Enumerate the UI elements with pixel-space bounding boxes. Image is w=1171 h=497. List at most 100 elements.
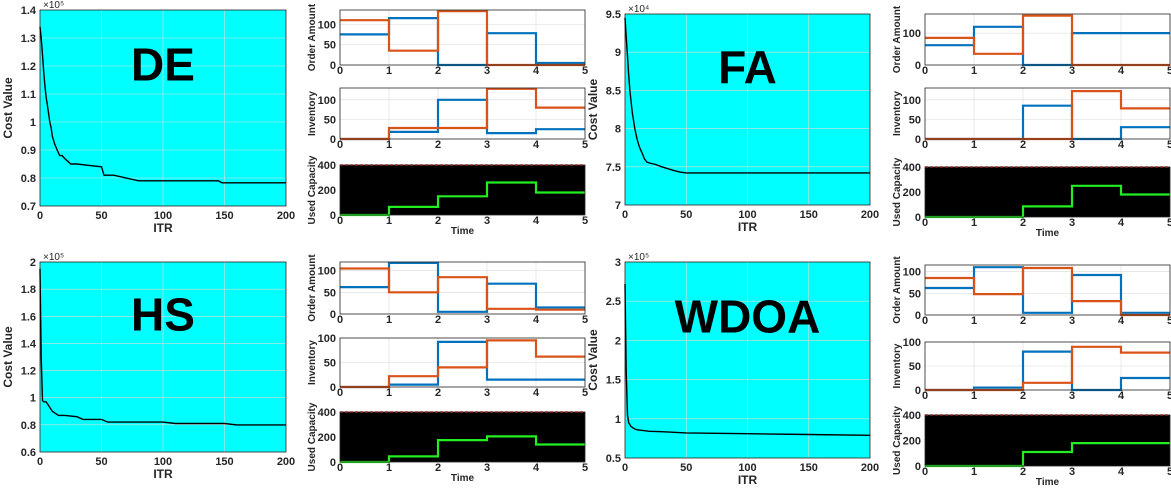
- x-tick-label: 50: [680, 462, 692, 474]
- x-tick-label: 1: [386, 462, 392, 474]
- algorithm-name: FA: [718, 41, 777, 93]
- subplot-frame: [924, 414, 1171, 467]
- subplot-frame: [924, 13, 1171, 66]
- x-tick-label: 2: [1020, 65, 1026, 77]
- exponent-label: ×10⁵: [628, 252, 649, 263]
- x-tick-label: 2: [435, 462, 441, 474]
- series-blue-step: [925, 350, 1170, 392]
- y-tick-label: 50: [324, 40, 336, 52]
- capacity-background: [925, 167, 1170, 217]
- subplot-used-capacity: 0 1 2 3 4 5 0 200 400 Time Used Capacity: [307, 402, 588, 484]
- x-tick-label: 1: [971, 466, 977, 478]
- x-tick-label: 0: [922, 466, 928, 478]
- x-tick-label: 100: [154, 456, 172, 468]
- x-tick-label: 5: [1167, 466, 1171, 478]
- x-tick-label: 4: [1118, 65, 1125, 77]
- y-axis-label: Order Amount: [307, 3, 318, 71]
- used-capacity-step: [340, 181, 585, 217]
- x-tick-label: 200: [277, 456, 295, 468]
- y-tick-label: 400: [903, 410, 921, 422]
- y-tick-label: 0: [915, 461, 921, 473]
- exponent-label: ×10⁴: [628, 4, 649, 15]
- x-tick-label: 0: [922, 315, 928, 327]
- x-tick-label: 2: [1020, 217, 1026, 229]
- x-tick-label: 150: [800, 209, 818, 221]
- x-tick-label: 200: [277, 210, 295, 222]
- y-tick-label: 0.5: [606, 453, 621, 465]
- exponent-label: ×10⁵: [43, 0, 64, 11]
- x-tick-label: 0: [37, 210, 43, 222]
- x-tick-label: 3: [1069, 139, 1075, 151]
- y-tick-label: 100: [903, 267, 921, 279]
- capacity-background: [925, 415, 1170, 466]
- x-tick-label: 5: [582, 387, 588, 399]
- y-tick-label: 100: [318, 266, 336, 278]
- x-tick-label: 3: [484, 215, 490, 227]
- y-tick-label: 100: [318, 19, 336, 31]
- x-tick-label: 4: [533, 139, 540, 151]
- x-tick-label: 4: [533, 462, 540, 474]
- x-tick-label: 4: [1118, 315, 1125, 327]
- y-tick-label: 2.5: [606, 296, 621, 308]
- x-tick-label: 3: [484, 314, 490, 326]
- x-tick-label: 3: [484, 139, 490, 151]
- series-orange-step: [340, 339, 585, 389]
- y-tick-label: 1.8: [21, 284, 36, 296]
- y-tick-label: 2: [615, 335, 621, 347]
- y-tick-label: 7.5: [606, 162, 621, 174]
- subplot-frame: [339, 9, 586, 66]
- x-tick-label: 2: [435, 387, 441, 399]
- subplot-frame: [339, 87, 586, 140]
- x-tick-label: 1: [386, 314, 392, 326]
- y-tick-label: 0: [915, 212, 921, 224]
- x-tick-label: 4: [1118, 390, 1125, 402]
- subplot-frame: [339, 261, 586, 315]
- x-tick-label: 200: [861, 209, 879, 221]
- subplot-frame: [924, 264, 1171, 316]
- x-tick-label: 0: [337, 314, 343, 326]
- exponent-label: ×10⁵: [43, 252, 64, 263]
- subplot-used-capacity: 0 1 2 3 4 5 0 200 400 Time Used Capacity: [307, 155, 588, 237]
- y-tick-label: 200: [903, 187, 921, 199]
- subplot-background: [925, 88, 1170, 139]
- cost-curve: [39, 268, 286, 426]
- x-tick-label: 200: [861, 462, 879, 474]
- x-tick-label: 1: [386, 139, 392, 151]
- cost-plot-frame: [624, 261, 871, 459]
- x-tick-label: 1: [971, 139, 977, 151]
- y-axis-label: Cost Value: [586, 79, 600, 141]
- y-tick-label: 0: [330, 134, 336, 146]
- x-axis-label: ITR: [153, 221, 173, 235]
- y-tick-label: 8.5: [606, 85, 621, 97]
- x-tick-label: 50: [95, 210, 107, 222]
- y-axis-label: Cost Value: [1, 326, 15, 388]
- x-tick-label: 1: [386, 215, 392, 227]
- y-tick-label: 0: [330, 382, 336, 394]
- x-tick-label: 1: [386, 387, 392, 399]
- y-tick-label: 400: [318, 407, 336, 419]
- x-tick-label: 5: [582, 314, 588, 326]
- x-tick-label: 3: [484, 462, 490, 474]
- x-tick-label: 1: [971, 390, 977, 402]
- x-tick-label: 100: [738, 209, 756, 221]
- y-tick-label: 1.6: [21, 311, 36, 323]
- x-tick-label: 4: [533, 215, 540, 227]
- subplot-used-capacity: 0 1 2 3 4 5 0 200 400 Time Used Capacity: [892, 406, 1171, 488]
- x-axis-label: Time: [451, 226, 475, 237]
- y-axis-label: Used Capacity: [892, 406, 903, 475]
- x-tick-label: 2: [1020, 139, 1026, 151]
- x-tick-label: 0: [337, 139, 343, 151]
- x-tick-label: 2: [435, 65, 441, 77]
- x-tick-label: 5: [582, 139, 588, 151]
- y-axis-label: Order Amount: [892, 256, 903, 324]
- y-tick-label: 50: [909, 361, 921, 373]
- x-tick-label: 3: [484, 65, 490, 77]
